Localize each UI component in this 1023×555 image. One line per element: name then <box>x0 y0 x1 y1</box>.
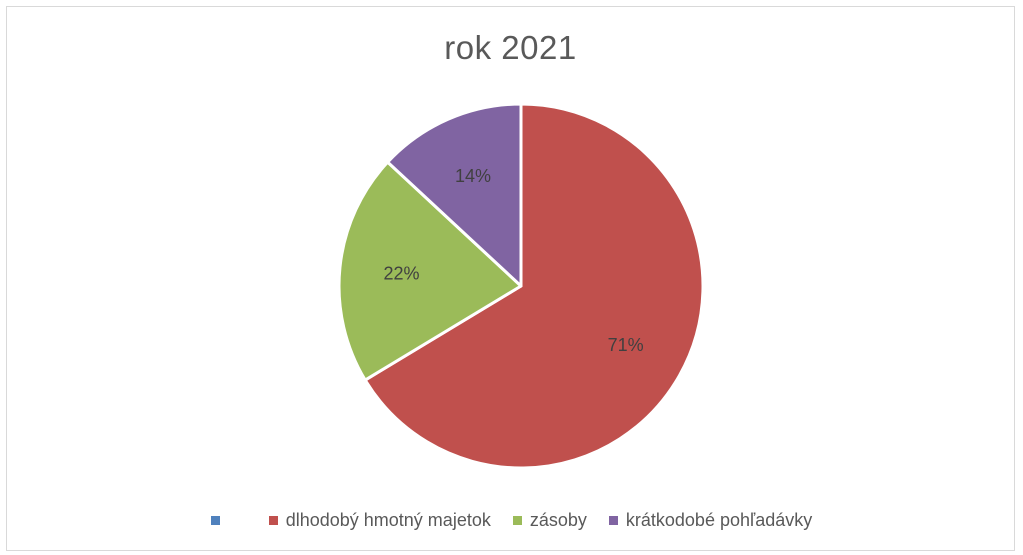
legend-item: krátkodobé pohľadávky <box>608 510 813 531</box>
legend-label: dlhodobý hmotný majetok <box>285 510 491 530</box>
legend-item <box>210 516 228 525</box>
pie-slices <box>337 102 705 470</box>
legend-swatch <box>512 516 522 525</box>
slice-dlhodoby-hmotny-majetok <box>363 102 705 470</box>
chart-title: rok 2021 <box>444 29 577 66</box>
pie-data-labels: 71% 22% 14% <box>383 166 643 355</box>
data-label: 22% <box>383 264 419 284</box>
chart-legend: dlhodobý hmotný majetok zásoby krátkodobé … <box>0 510 1023 531</box>
data-label: 14% <box>455 166 491 186</box>
legend-swatch <box>210 516 220 525</box>
slice-zasoby <box>337 160 523 382</box>
data-label: 71% <box>608 335 644 355</box>
legend-swatch <box>268 516 278 525</box>
legend-item: zásoby <box>512 510 587 531</box>
legend-label: krátkodobé pohľadávky <box>625 510 813 530</box>
slice-kratkodobe-pohladavky <box>386 102 523 288</box>
legend-item: dlhodobý hmotný majetok <box>268 510 491 531</box>
legend-label: zásoby <box>529 510 587 530</box>
legend-swatch <box>608 516 618 525</box>
